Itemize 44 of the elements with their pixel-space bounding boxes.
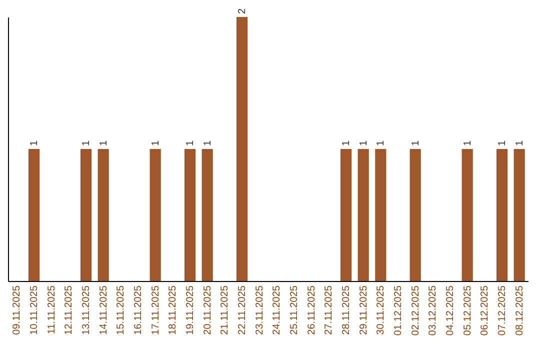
x-tick-label: 07.12.2025 [497, 285, 508, 336]
x-tick-label: 23.11.2025 [254, 285, 266, 335]
data-label: 1 [29, 140, 40, 146]
x-tick-label: 30.11.2025 [376, 285, 387, 335]
x-tick-label: 26.11.2025 [306, 285, 318, 335]
x-tick-label: 24.11.2025 [272, 285, 283, 335]
x-tick-label: 21.11.2025 [220, 285, 231, 335]
data-label: 2 [237, 8, 248, 14]
x-tick-label: 18.11.2025 [168, 285, 179, 335]
x-tick-label: 20.11.2025 [202, 285, 214, 335]
x-tick-label: 01.12.2025 [393, 285, 404, 336]
x-tick-label: 09.11.2025 [12, 285, 23, 335]
x-tick-label: 25.11.2025 [289, 285, 300, 335]
data-label: 1 [150, 140, 162, 146]
x-tick-label: 08.12.2025 [514, 285, 526, 336]
x-tick-label: 03.12.2025 [428, 285, 439, 336]
data-label: 1 [358, 140, 370, 146]
data-label: 1 [81, 140, 92, 146]
data-label: 1 [514, 140, 526, 146]
x-tick-label: 16.11.2025 [133, 285, 144, 335]
x-tick-label: 05.12.2025 [462, 285, 474, 336]
x-tick-label: 11.11.2025 [46, 285, 58, 334]
data-label: 1 [202, 140, 214, 146]
x-tick-label: 10.11.2025 [29, 285, 40, 335]
x-tick-label: 15.11.2025 [116, 285, 127, 335]
x-tick-label: 14.11.2025 [98, 285, 110, 335]
data-label: 1 [497, 140, 508, 146]
x-tick-label: 17.11.2025 [150, 285, 162, 335]
x-tick-label: 06.12.2025 [480, 285, 491, 336]
data-label: 1 [376, 140, 387, 146]
x-tick-label: 04.12.2025 [445, 285, 456, 336]
data-label: 1 [341, 140, 352, 146]
x-tick-label: 27.11.2025 [324, 285, 335, 335]
x-tick-label: 19.11.2025 [185, 285, 196, 335]
x-tick-label: 02.12.2025 [410, 285, 422, 336]
x-tick-label: 29.11.2025 [358, 285, 370, 335]
x-tick-label: 22.11.2025 [237, 285, 248, 335]
x-tick-label: 12.11.2025 [64, 285, 75, 335]
data-label: 1 [410, 140, 422, 146]
x-tick-label: 13.11.2025 [81, 285, 92, 335]
data-label: 1 [98, 140, 110, 146]
x-tick-label: 28.11.2025 [341, 285, 352, 335]
data-label: 1 [185, 140, 196, 146]
data-label: 1 [462, 140, 474, 146]
